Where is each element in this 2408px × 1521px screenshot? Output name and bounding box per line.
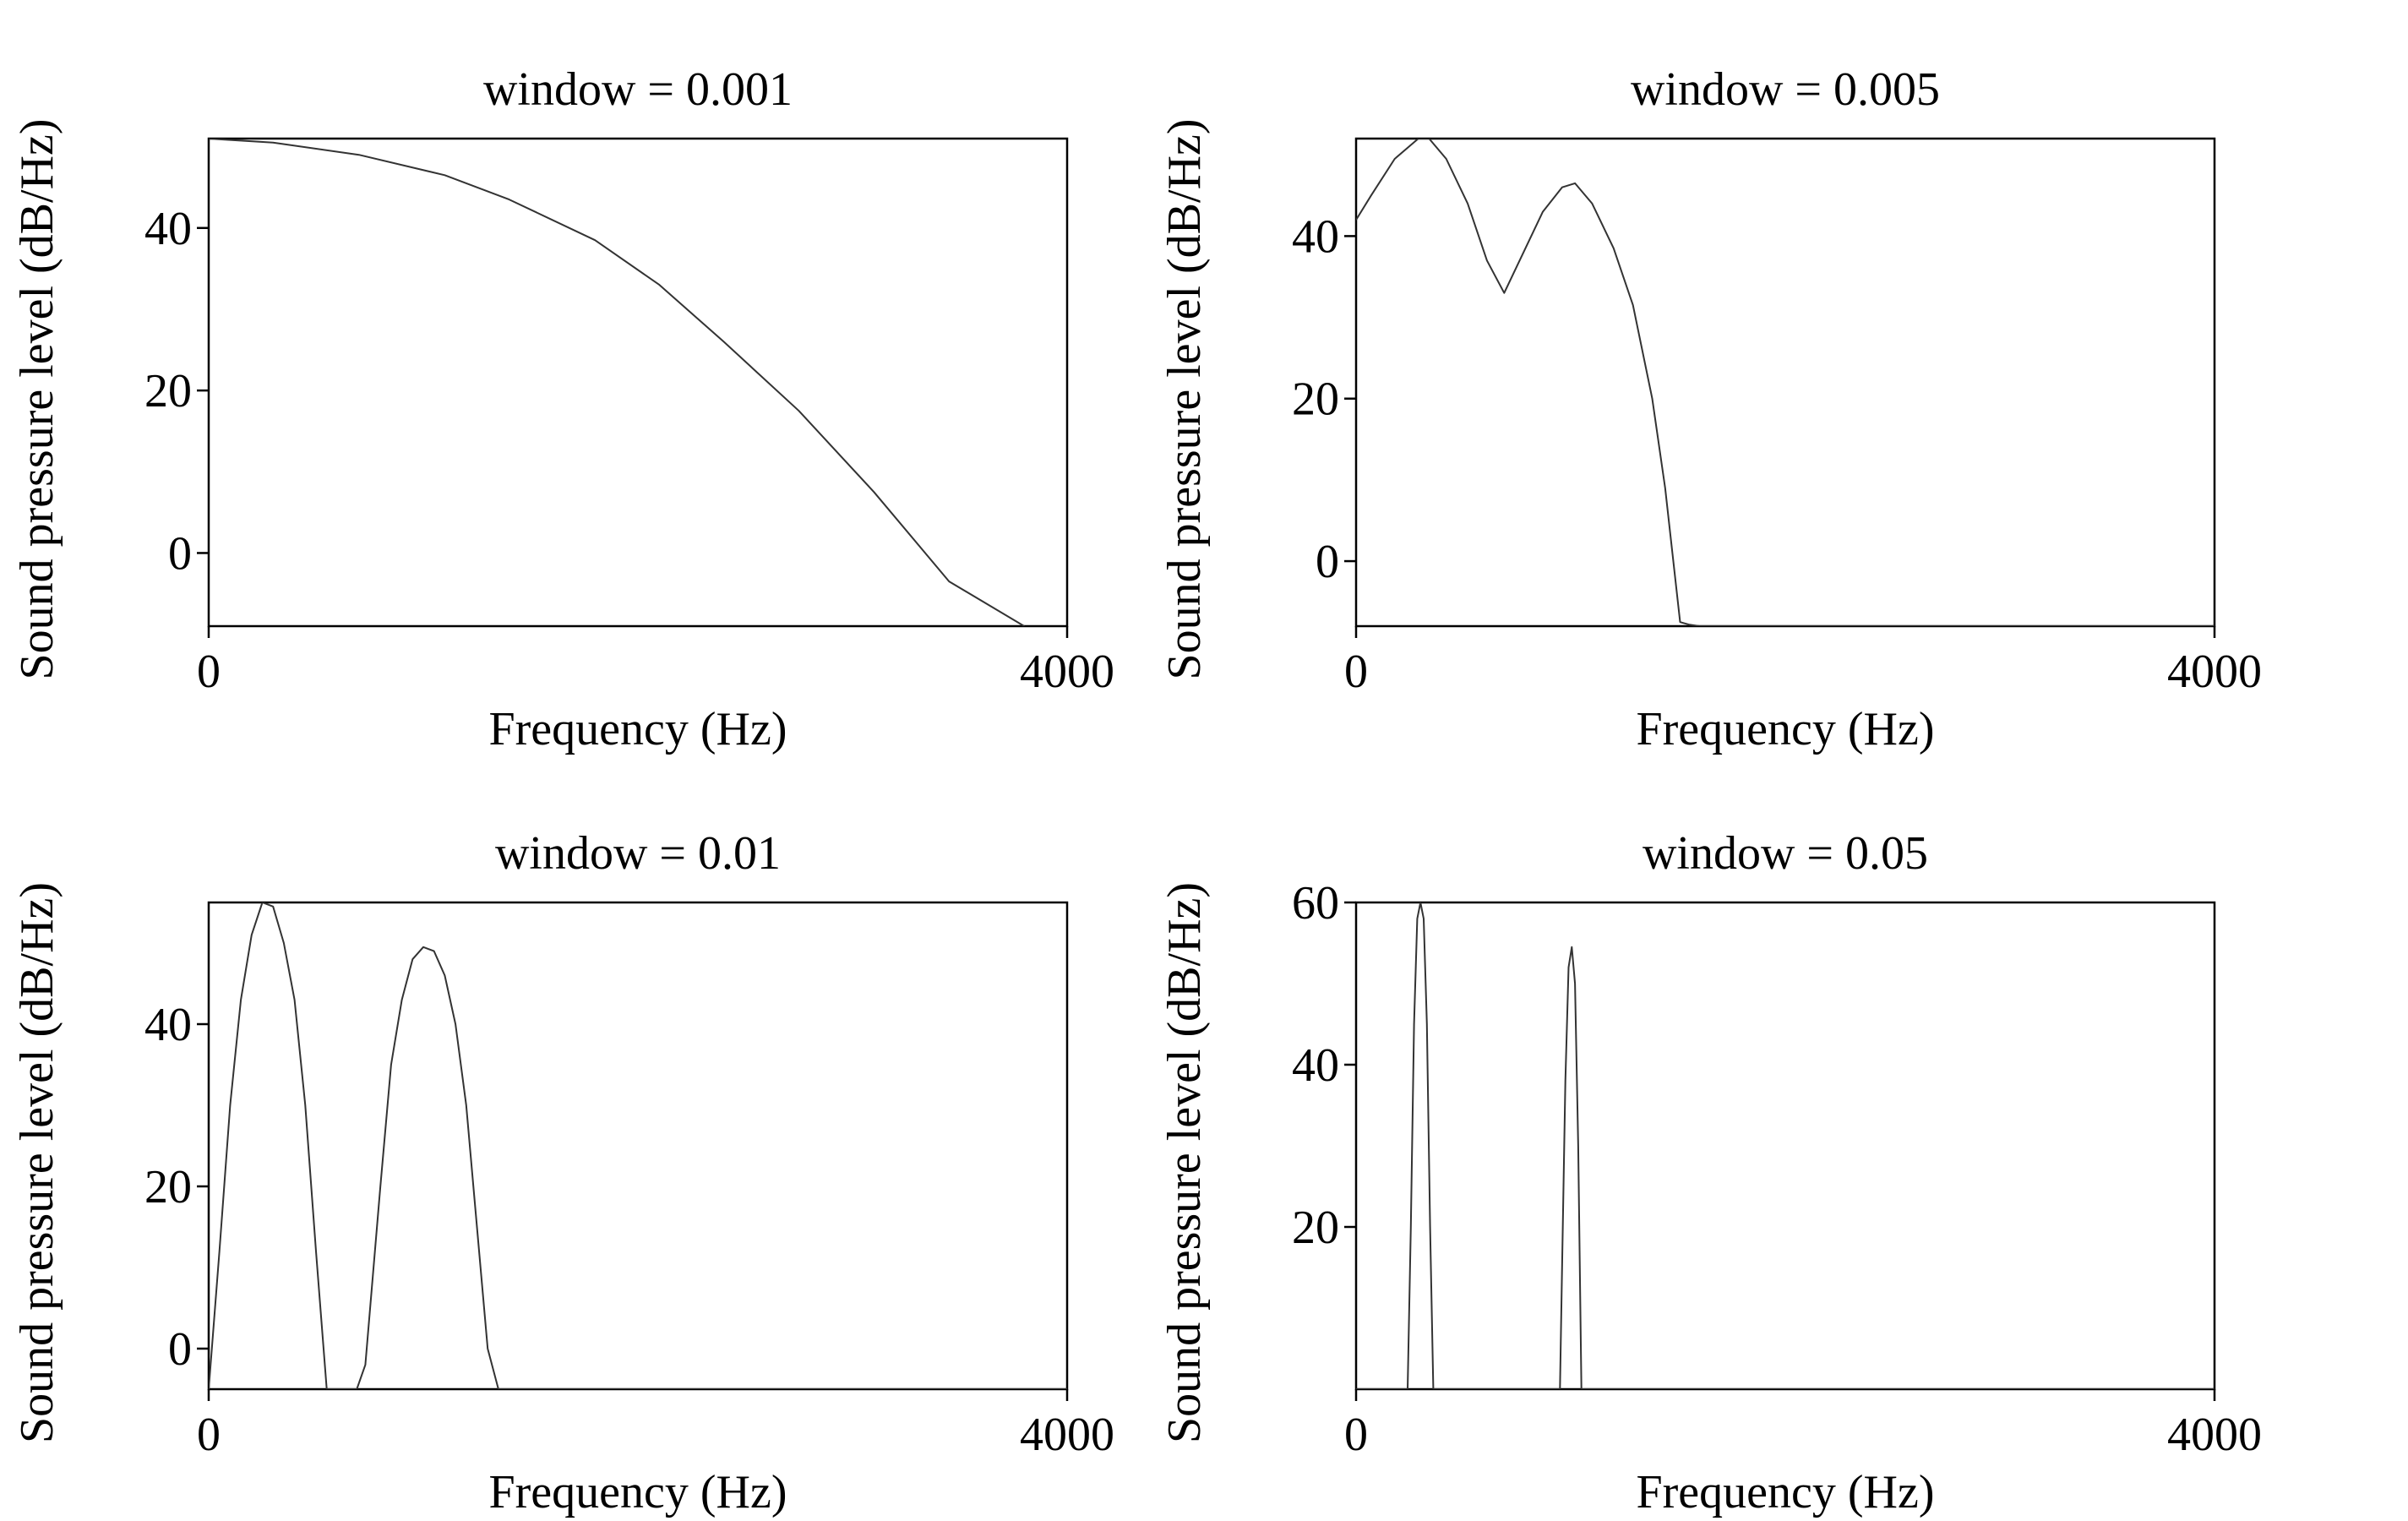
chart-panel-4: window = 0.05 20 40 60 0 4000 Frequency (Hz) So… xyxy=(1158,827,2262,1518)
x-axis-label: Frequency (Hz) xyxy=(1637,703,1935,755)
y-tick-label: 0 xyxy=(1316,536,1339,588)
y-axis-label: Sound pressure level (dB/Hz) xyxy=(1158,882,1211,1443)
chart-panel-1: window = 0.001 0 20 40 0 4000 Frequency (Hz) So… xyxy=(11,63,1114,755)
y-tick-label: 20 xyxy=(1292,1202,1339,1254)
chart-title: window = 0.05 xyxy=(1643,827,1928,880)
chart-title: window = 0.01 xyxy=(495,827,781,880)
chart-title: window = 0.005 xyxy=(1631,63,1940,116)
chart-panel-3: window = 0.01 0 20 40 0 4000 Frequency (Hz) Sou… xyxy=(11,827,1114,1518)
y-tick-label: 40 xyxy=(144,999,192,1051)
series-line-1 xyxy=(209,139,1025,626)
y-tick-label: 40 xyxy=(144,203,192,255)
x-tick-label: 4000 xyxy=(2167,1409,2262,1461)
plot-frame xyxy=(1354,137,2216,628)
plot-frame xyxy=(1354,901,2216,1391)
chart-title: window = 0.001 xyxy=(483,63,793,116)
x-tick-label: 0 xyxy=(1344,1409,1368,1461)
y-tick-label: 0 xyxy=(168,527,192,580)
y-axis-label: Sound pressure level (dB/Hz) xyxy=(1158,118,1211,679)
y-tick-label: 40 xyxy=(1292,1039,1339,1092)
x-axis-label: Frequency (Hz) xyxy=(1637,1466,1935,1518)
y-tick-label: 20 xyxy=(144,1161,192,1213)
chart-panel-2: window = 0.005 0 20 40 0 4000 Frequency (Hz) So… xyxy=(1158,63,2262,755)
y-tick-label: 20 xyxy=(144,365,192,417)
y-axis-label: Sound pressure level (dB/Hz) xyxy=(11,118,63,679)
series-line-1 xyxy=(209,902,1067,1389)
y-axis-label: Sound pressure level (dB/Hz) xyxy=(11,882,63,1443)
x-tick-label: 0 xyxy=(197,646,221,698)
x-tick-label: 0 xyxy=(1344,646,1368,698)
y-tick-label: 20 xyxy=(1292,373,1339,426)
x-tick-label: 4000 xyxy=(2167,646,2262,698)
series-line-1 xyxy=(1356,902,2215,1389)
x-tick-label: 0 xyxy=(197,1409,221,1461)
y-tick-label: 60 xyxy=(1292,877,1339,930)
y-tick-label: 0 xyxy=(168,1323,192,1376)
x-axis-label: Frequency (Hz) xyxy=(489,703,787,755)
x-tick-label: 4000 xyxy=(1020,1409,1114,1461)
x-axis-label: Frequency (Hz) xyxy=(489,1466,787,1518)
y-tick-label: 40 xyxy=(1292,210,1339,263)
series-line-1 xyxy=(1356,139,2215,626)
plot-frame xyxy=(207,137,1069,628)
plot-frame xyxy=(207,901,1069,1391)
x-tick-label: 4000 xyxy=(1020,646,1114,698)
